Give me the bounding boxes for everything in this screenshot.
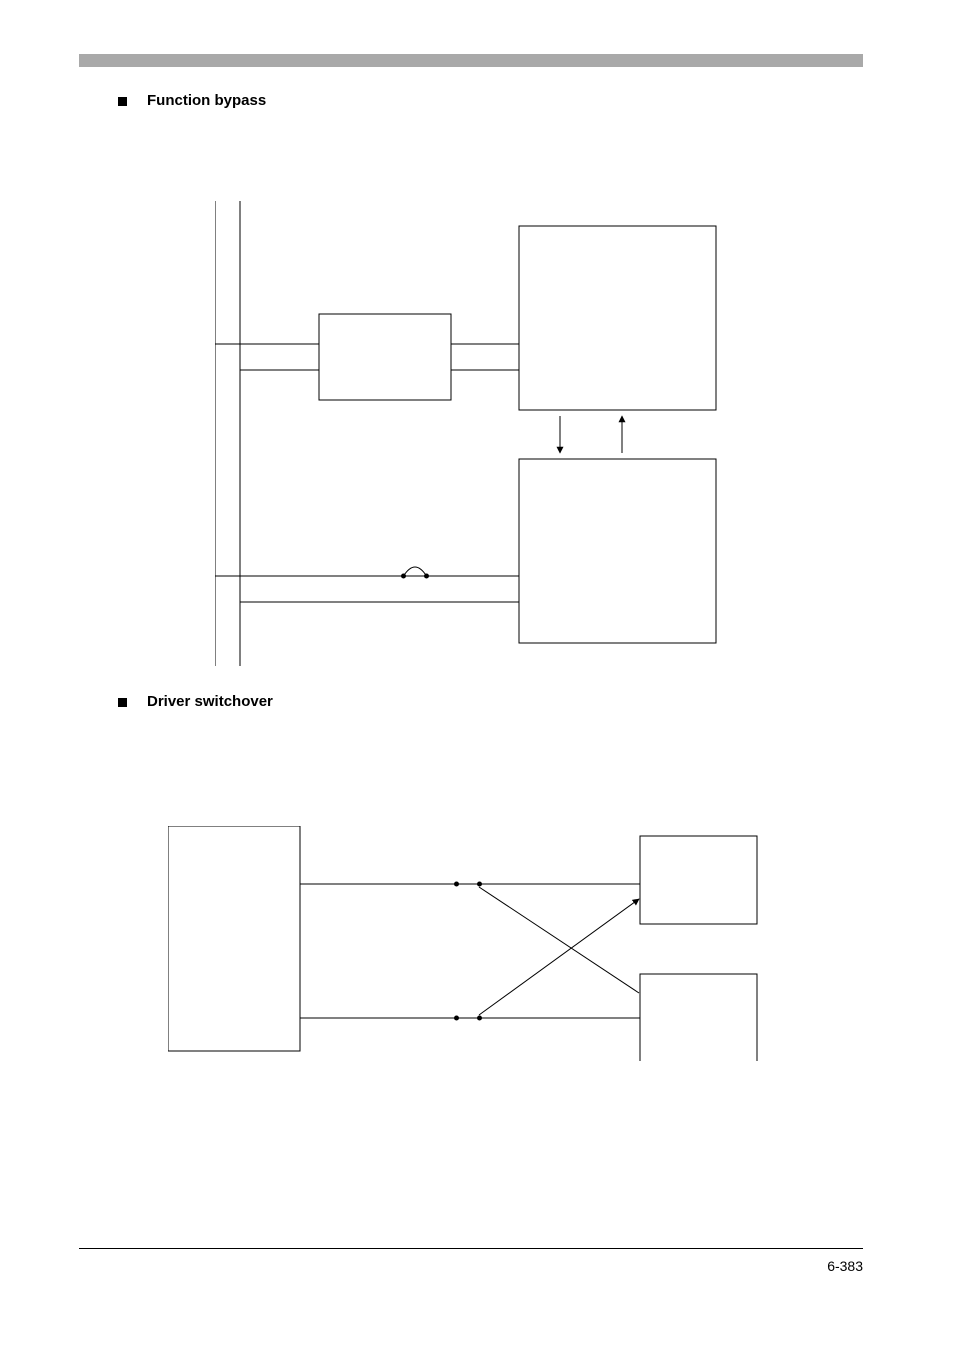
footer-line bbox=[79, 1248, 863, 1249]
section-2-title: Driver switchover bbox=[147, 693, 273, 710]
page: Function bypass Driver switchover 6-383 bbox=[0, 0, 954, 1348]
page-number: 6-383 bbox=[827, 1258, 863, 1274]
bullet-2 bbox=[118, 698, 127, 707]
bullet-1 bbox=[118, 97, 127, 106]
diagram-2 bbox=[168, 826, 788, 1061]
header-bar bbox=[79, 54, 863, 67]
diagram-1 bbox=[215, 201, 760, 666]
section-1-title: Function bypass bbox=[147, 92, 266, 109]
